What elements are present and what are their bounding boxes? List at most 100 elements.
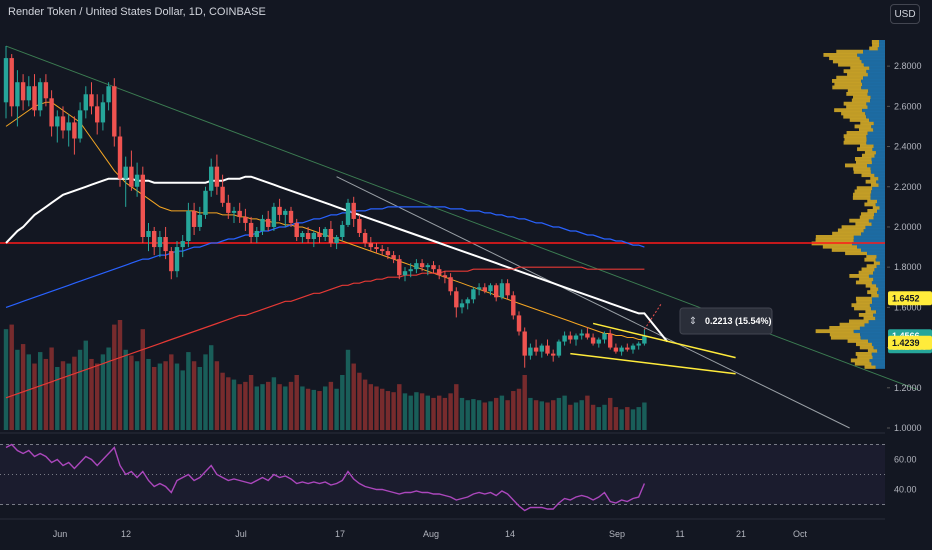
profile-bar-gold [849,319,869,324]
profile-bar-blue [867,72,885,77]
volume-bar [516,388,522,430]
profile-bar-gold [841,225,866,230]
profile-bar-gold [870,176,879,181]
y-tick-label: 2.6000 [894,101,922,111]
candle-body [305,232,311,240]
profile-bar-blue [872,300,885,304]
profile-bar-blue [870,196,885,200]
candle-body [209,166,214,191]
currency-button[interactable]: USD [890,4,920,24]
volume-bar [311,389,316,430]
profile-bar-gold [853,170,871,174]
volume-bar [334,388,339,430]
profile-bar-blue [875,365,885,369]
profile-bar-blue [879,40,885,44]
profile-bar-gold [831,248,862,252]
profile-bar-gold [846,131,868,135]
profile-bar-gold [860,121,874,126]
profile-bar-gold [854,361,872,366]
profile-bar-blue [861,79,885,83]
profile-bar-blue [868,274,885,278]
volume-bar [146,358,151,430]
candle-body [362,232,368,244]
measurement-bg [679,307,773,335]
profile-bar-blue [865,111,885,116]
volume-bar [271,377,277,430]
projection-line [643,303,662,330]
volume-bar [551,400,556,430]
profile-bar-blue [872,186,885,191]
candle-body [608,333,613,348]
candle-body [294,222,299,238]
profile-bar-gold [864,257,876,262]
volume-bar [317,391,322,430]
profile-bar-blue [874,173,885,178]
profile-bar-gold [864,365,876,369]
candle-body [437,269,442,276]
candle-body [516,315,522,332]
profile-bar-blue [861,231,885,236]
candle-body [112,86,117,137]
volume-bar [226,377,231,430]
profile-bar-blue [863,228,885,233]
rsi-line [5,443,646,512]
volume-bar [197,366,202,430]
y-tick-label: 2.4000 [894,142,922,152]
moving-average-20 [5,101,645,340]
profile-bar-blue [870,170,885,174]
profile-bar-gold [856,342,872,347]
candle-body [140,174,145,238]
profile-bar-gold [861,153,875,158]
candle-body [573,335,579,340]
candle-body [123,166,128,179]
volume-bar [528,397,533,430]
candle-body [83,94,88,111]
profile-bar-gold [844,137,867,142]
candle-body [254,230,259,238]
candle-body [95,106,100,123]
candle-body [625,347,630,350]
volume-bar [323,386,328,430]
profile-bar-blue [861,248,885,252]
profile-bar-gold [849,218,869,223]
profile-bar-gold [829,56,860,61]
candle-body [533,347,539,352]
profile-bar-blue [877,46,885,51]
profile-bar-blue [875,202,885,207]
profile-bar-gold [845,251,868,256]
candle-body [186,210,191,242]
profile-bar-gold [865,283,877,288]
profile-bar-blue [868,339,885,343]
candle-body [351,202,356,219]
candle-body [197,214,202,227]
profile-bar-blue [871,222,885,226]
measure-icon: ⇕ [689,316,697,327]
volume-bar [3,329,9,430]
volume-bar [9,324,14,430]
candle-body [180,241,185,248]
profile-bar-blue [873,270,885,275]
profile-bar-gold [836,49,864,54]
candle-body [334,237,339,244]
profile-bar-gold [841,111,866,116]
profile-bar-blue [876,290,885,295]
candle-body [38,82,43,111]
profile-bar-blue [866,140,885,145]
candle-body [585,333,590,338]
x-tick-label: 14 [505,529,515,539]
candle-body [169,251,174,272]
candle-body [568,335,573,340]
volume-bar [368,384,373,430]
volume-bar [459,397,465,430]
volume-bar [43,358,49,430]
volume-bar [488,401,493,430]
profile-bar-gold [869,46,878,51]
volume-bar [106,347,111,430]
volume-bar [397,384,402,430]
profile-bar-gold [861,173,875,178]
candle-body [271,206,277,227]
volume-bar [248,375,254,430]
candle-body [545,345,550,354]
profile-bar-blue [869,303,885,308]
